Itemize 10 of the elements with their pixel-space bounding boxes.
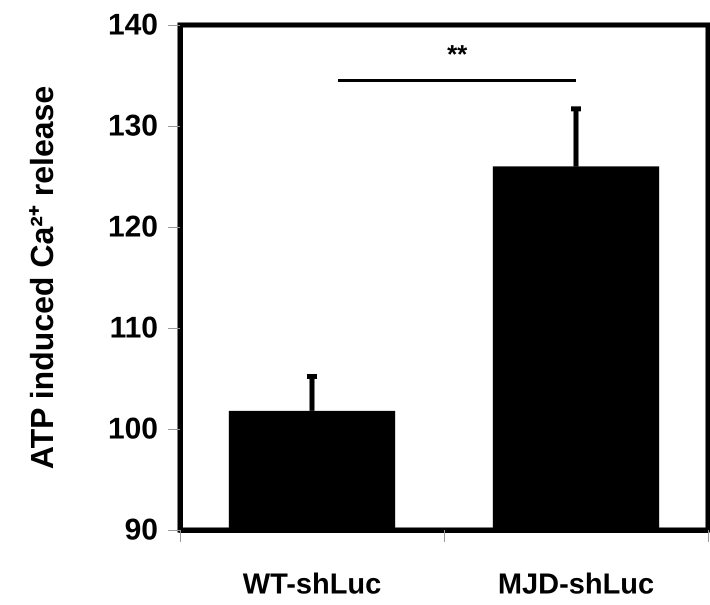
y-tick-label: 100 [108, 412, 158, 446]
y-axis-title: ATP induced Ca²⁺ release [24, 86, 60, 470]
x-tick-label: WT-shLuc [242, 568, 382, 600]
y-tick-label: 90 [124, 514, 158, 546]
y-tick-label: 110 [110, 312, 158, 344]
annotation: ** [447, 39, 468, 70]
y-tick-label: 120 [108, 210, 158, 244]
y-tick-label: 130 [108, 110, 158, 142]
y-tick-label: 140 [108, 8, 158, 42]
x-tick-label: MJD-shLuc [498, 568, 654, 600]
